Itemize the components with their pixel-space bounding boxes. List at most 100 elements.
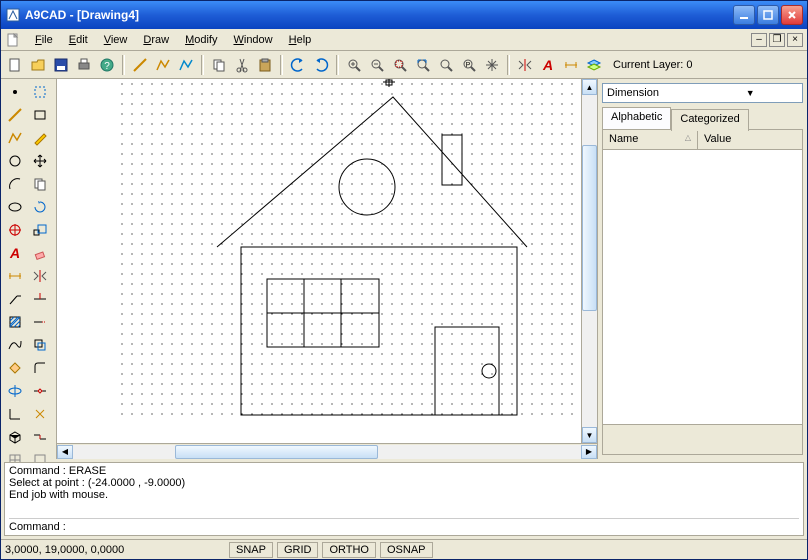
menu-help[interactable]: Help [281, 32, 320, 48]
line-tool[interactable] [3, 104, 27, 126]
vscroll-thumb[interactable] [582, 145, 597, 311]
col-value[interactable]: Value [698, 130, 802, 149]
command-panel[interactable]: Command : ERASE Select at point : (-24.0… [4, 462, 804, 536]
scroll-right-button[interactable]: ▶ [581, 445, 597, 459]
zoom-realtime-button[interactable] [436, 55, 456, 75]
object-selector[interactable]: Dimension ▼ [602, 83, 803, 103]
ortho-tool[interactable] [3, 403, 27, 425]
circle-tool[interactable] [3, 150, 27, 172]
hatch-tool[interactable] [3, 311, 27, 333]
doc-icon[interactable] [5, 32, 21, 48]
zoom-out-button[interactable] [367, 55, 387, 75]
snap-toggle[interactable]: SNAP [229, 542, 273, 558]
mdi-close-button[interactable]: × [787, 33, 803, 47]
open-button[interactable] [28, 55, 48, 75]
menu-view[interactable]: View [96, 32, 136, 48]
cut-button[interactable] [232, 55, 252, 75]
mdi-minimize-button[interactable]: – [751, 33, 767, 47]
copy-tool[interactable] [28, 173, 52, 195]
current-layer-label: Current Layer: 0 [613, 59, 692, 71]
scroll-left-button[interactable]: ◀ [57, 445, 73, 459]
select-tool[interactable] [28, 81, 52, 103]
scroll-down-button[interactable]: ▼ [582, 427, 597, 443]
menu-modify[interactable]: Modify [177, 32, 225, 48]
edit-poly-button[interactable] [176, 55, 196, 75]
dropdown-icon: ▼ [703, 88, 799, 98]
ellipse-tool[interactable] [3, 196, 27, 218]
rotate-tool[interactable] [28, 196, 52, 218]
scale-tool[interactable] [28, 219, 52, 241]
zoom-window-button[interactable] [390, 55, 410, 75]
explode-tool[interactable] [28, 403, 52, 425]
dimension-button[interactable] [561, 55, 581, 75]
dimension-tool[interactable] [3, 265, 27, 287]
properties-grid[interactable]: Name△ Value [602, 129, 803, 455]
vertical-scrollbar[interactable]: ▲ ▼ [581, 79, 597, 443]
polyline-tool[interactable] [3, 127, 27, 149]
zoom-previous-button[interactable]: P [459, 55, 479, 75]
svg-text:A: A [542, 57, 553, 73]
leader-tool[interactable] [3, 288, 27, 310]
app-icon [5, 7, 21, 23]
titlebar[interactable]: A9CAD - [Drawing4] [1, 1, 807, 29]
fillet-tool[interactable] [28, 357, 52, 379]
svg-text:?: ? [104, 61, 110, 72]
menu-draw[interactable]: Draw [135, 32, 177, 48]
maximize-button[interactable] [757, 5, 779, 25]
command-prompt[interactable]: Command : [9, 518, 799, 533]
svg-text:P: P [466, 62, 471, 69]
new-button[interactable] [5, 55, 25, 75]
copy-button[interactable] [209, 55, 229, 75]
polyline-button[interactable] [153, 55, 173, 75]
draw-toolbar: A [1, 79, 57, 459]
erase-tool[interactable] [28, 242, 52, 264]
paste-button[interactable] [255, 55, 275, 75]
command-output: Command : ERASE Select at point : (-24.0… [9, 465, 799, 518]
zoom-extents-button[interactable] [413, 55, 433, 75]
tab-alphabetic[interactable]: Alphabetic [602, 107, 671, 129]
zoom-in-button[interactable] [344, 55, 364, 75]
mdi-restore-button[interactable]: ❐ [769, 33, 785, 47]
horizontal-scrollbar[interactable]: ◀ ▶ [57, 443, 597, 459]
rectangle-tool[interactable] [28, 104, 52, 126]
region-tool[interactable] [3, 357, 27, 379]
break-tool[interactable] [28, 380, 52, 402]
redo-button[interactable] [311, 55, 331, 75]
cross-tool[interactable] [3, 219, 27, 241]
rotate3d-tool[interactable] [3, 380, 27, 402]
drawing-canvas[interactable] [57, 79, 581, 443]
move-tool[interactable] [28, 150, 52, 172]
line-button[interactable] [130, 55, 150, 75]
offset-tool[interactable] [28, 334, 52, 356]
mirror-tool[interactable] [28, 265, 52, 287]
print-button[interactable] [74, 55, 94, 75]
extend-tool[interactable] [28, 311, 52, 333]
grid-toggle[interactable]: GRID [277, 542, 319, 558]
close-button[interactable] [781, 5, 803, 25]
menu-edit[interactable]: Edit [61, 32, 96, 48]
menu-window[interactable]: Window [225, 32, 280, 48]
point-tool[interactable] [3, 81, 27, 103]
arc-tool[interactable] [3, 173, 27, 195]
layers-button[interactable] [584, 55, 604, 75]
undo-button[interactable] [288, 55, 308, 75]
ortho-toggle[interactable]: ORTHO [322, 542, 376, 558]
minimize-button[interactable] [733, 5, 755, 25]
menu-file[interactable]: File [27, 32, 61, 48]
join-tool[interactable] [28, 426, 52, 448]
osnap-toggle[interactable]: OSNAP [380, 542, 433, 558]
save-button[interactable] [51, 55, 71, 75]
text-button[interactable]: A [538, 55, 558, 75]
pen-tool[interactable] [28, 127, 52, 149]
text-tool[interactable]: A [3, 242, 27, 264]
help-button[interactable]: ? [97, 55, 117, 75]
pan-button[interactable] [482, 55, 502, 75]
isoview-tool[interactable] [3, 426, 27, 448]
trim-tool[interactable] [28, 288, 52, 310]
tab-categorized[interactable]: Categorized [671, 109, 748, 131]
hscroll-thumb[interactable] [175, 445, 378, 459]
mirror-button[interactable] [515, 55, 535, 75]
col-name[interactable]: Name [609, 133, 638, 146]
spline-tool[interactable] [3, 334, 27, 356]
scroll-up-button[interactable]: ▲ [582, 79, 597, 95]
